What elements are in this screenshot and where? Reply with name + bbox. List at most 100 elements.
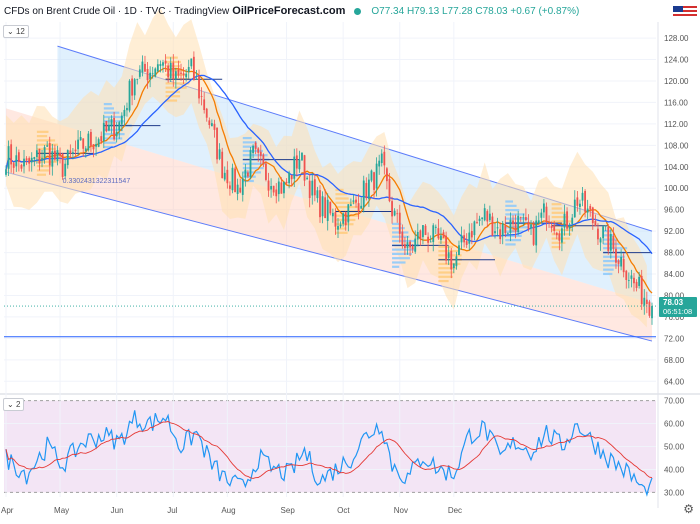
- candle-body: [61, 153, 64, 177]
- price-tick-label: 116.00: [664, 98, 688, 107]
- candle-body: [496, 227, 499, 229]
- volume-profile-bar: [505, 213, 525, 216]
- candle-body: [414, 238, 417, 252]
- candle-body: [69, 150, 72, 154]
- candle-body: [344, 212, 347, 226]
- volume-profile-bar: [335, 231, 348, 234]
- candle-body: [90, 131, 92, 146]
- candle-body: [221, 151, 224, 179]
- candle-body: [411, 245, 414, 250]
- candle-body: [66, 150, 69, 166]
- candle-body: [131, 78, 134, 96]
- candle-body: [102, 122, 105, 142]
- candle-body: [118, 122, 121, 131]
- volume-profile-bar: [392, 239, 416, 243]
- fib-level-label: 0.3302431322311547: [63, 178, 131, 185]
- candle-body: [275, 189, 278, 197]
- candle-body: [326, 199, 329, 221]
- candle-body: [185, 73, 188, 78]
- candle-body: [257, 148, 260, 153]
- candle-body: [303, 155, 306, 181]
- candle-body: [360, 205, 363, 209]
- candle-body: [422, 225, 424, 238]
- volume-profile-bar: [505, 239, 521, 242]
- candle-body: [396, 213, 399, 215]
- candle-body: [115, 131, 118, 137]
- volume-profile-bar: [335, 197, 349, 200]
- candle-body: [167, 65, 170, 78]
- candle-body: [612, 236, 615, 249]
- candle-body: [633, 277, 635, 284]
- candle-body: [84, 148, 87, 152]
- volume-profile-bar: [335, 205, 360, 209]
- candle-body: [247, 172, 249, 177]
- candle-body: [174, 71, 177, 80]
- candle-body: [625, 270, 628, 280]
- price-tick-label: 72.00: [664, 334, 685, 343]
- candle-body: [35, 150, 38, 158]
- candle-body: [234, 168, 236, 193]
- candle-body: [555, 232, 558, 236]
- candle-body: [638, 276, 641, 286]
- candle-body: [393, 210, 396, 216]
- volume-profile-bar: [551, 207, 562, 210]
- candle-body: [30, 157, 33, 163]
- volume-profile-bar: [505, 209, 520, 212]
- volume-profile-bar: [551, 246, 561, 249]
- candle-body: [41, 158, 43, 161]
- candle-body: [401, 231, 404, 246]
- candle-body: [537, 220, 540, 224]
- volume-profile-bar: [165, 69, 184, 72]
- volume-profile-bar: [36, 135, 48, 138]
- date-tick-label: Jun: [111, 506, 124, 515]
- price-tick-label: 112.00: [664, 120, 688, 129]
- candle-body: [530, 224, 532, 229]
- candle-body: [586, 208, 589, 213]
- candle-body: [440, 235, 442, 241]
- candle-body: [522, 217, 525, 219]
- candle-body: [283, 181, 285, 194]
- candle-body: [488, 213, 491, 221]
- main-pane-collapse-badge[interactable]: ⌄ 12: [3, 25, 29, 38]
- candle-body: [509, 219, 512, 233]
- rsi-tick-label: 30.00: [664, 488, 685, 497]
- volume-profile-bar: [36, 147, 56, 151]
- candle-body: [357, 203, 360, 212]
- candle-body: [473, 221, 476, 236]
- candle-body: [200, 96, 203, 97]
- volume-profile-bar: [242, 162, 267, 165]
- candle-body: [550, 225, 553, 229]
- volume-profile-bar: [438, 275, 453, 278]
- candle-body: [56, 150, 59, 162]
- candle-body: [597, 228, 599, 240]
- candle-body: [329, 201, 332, 214]
- market-status-dot-icon: [354, 7, 362, 15]
- date-tick-label: Dec: [448, 506, 462, 515]
- candle-body: [455, 256, 458, 267]
- candle-body: [584, 190, 586, 212]
- rsi-signal-line: [5, 421, 653, 479]
- candle-body: [391, 201, 393, 217]
- candle-body: [563, 213, 566, 228]
- volume-profile-bar: [103, 111, 120, 114]
- volume-profile-bar: [242, 175, 256, 178]
- candle-body: [540, 212, 543, 218]
- candle-body: [74, 149, 77, 152]
- candle-body: [517, 215, 520, 233]
- candle-body: [404, 244, 406, 248]
- candle-body: [581, 192, 584, 201]
- gear-icon[interactable]: ⚙: [683, 502, 694, 516]
- candle-body: [5, 169, 7, 175]
- candle-body: [460, 235, 463, 243]
- symbol-title[interactable]: CFDs on Brent Crude Oil · 1D · TVC · Tra…: [4, 5, 230, 17]
- volume-profile-bar: [103, 141, 117, 144]
- rsi-pane-collapse-badge[interactable]: ⌄ 2: [3, 398, 25, 411]
- price-tick-label: 128.00: [664, 34, 689, 43]
- channel-lower-line: [5, 171, 653, 342]
- candle-body: [548, 222, 550, 224]
- candle-body: [468, 232, 471, 244]
- candle-body: [133, 79, 136, 96]
- candle-body: [290, 175, 293, 180]
- candle-body: [566, 211, 568, 229]
- candle-body: [491, 216, 494, 236]
